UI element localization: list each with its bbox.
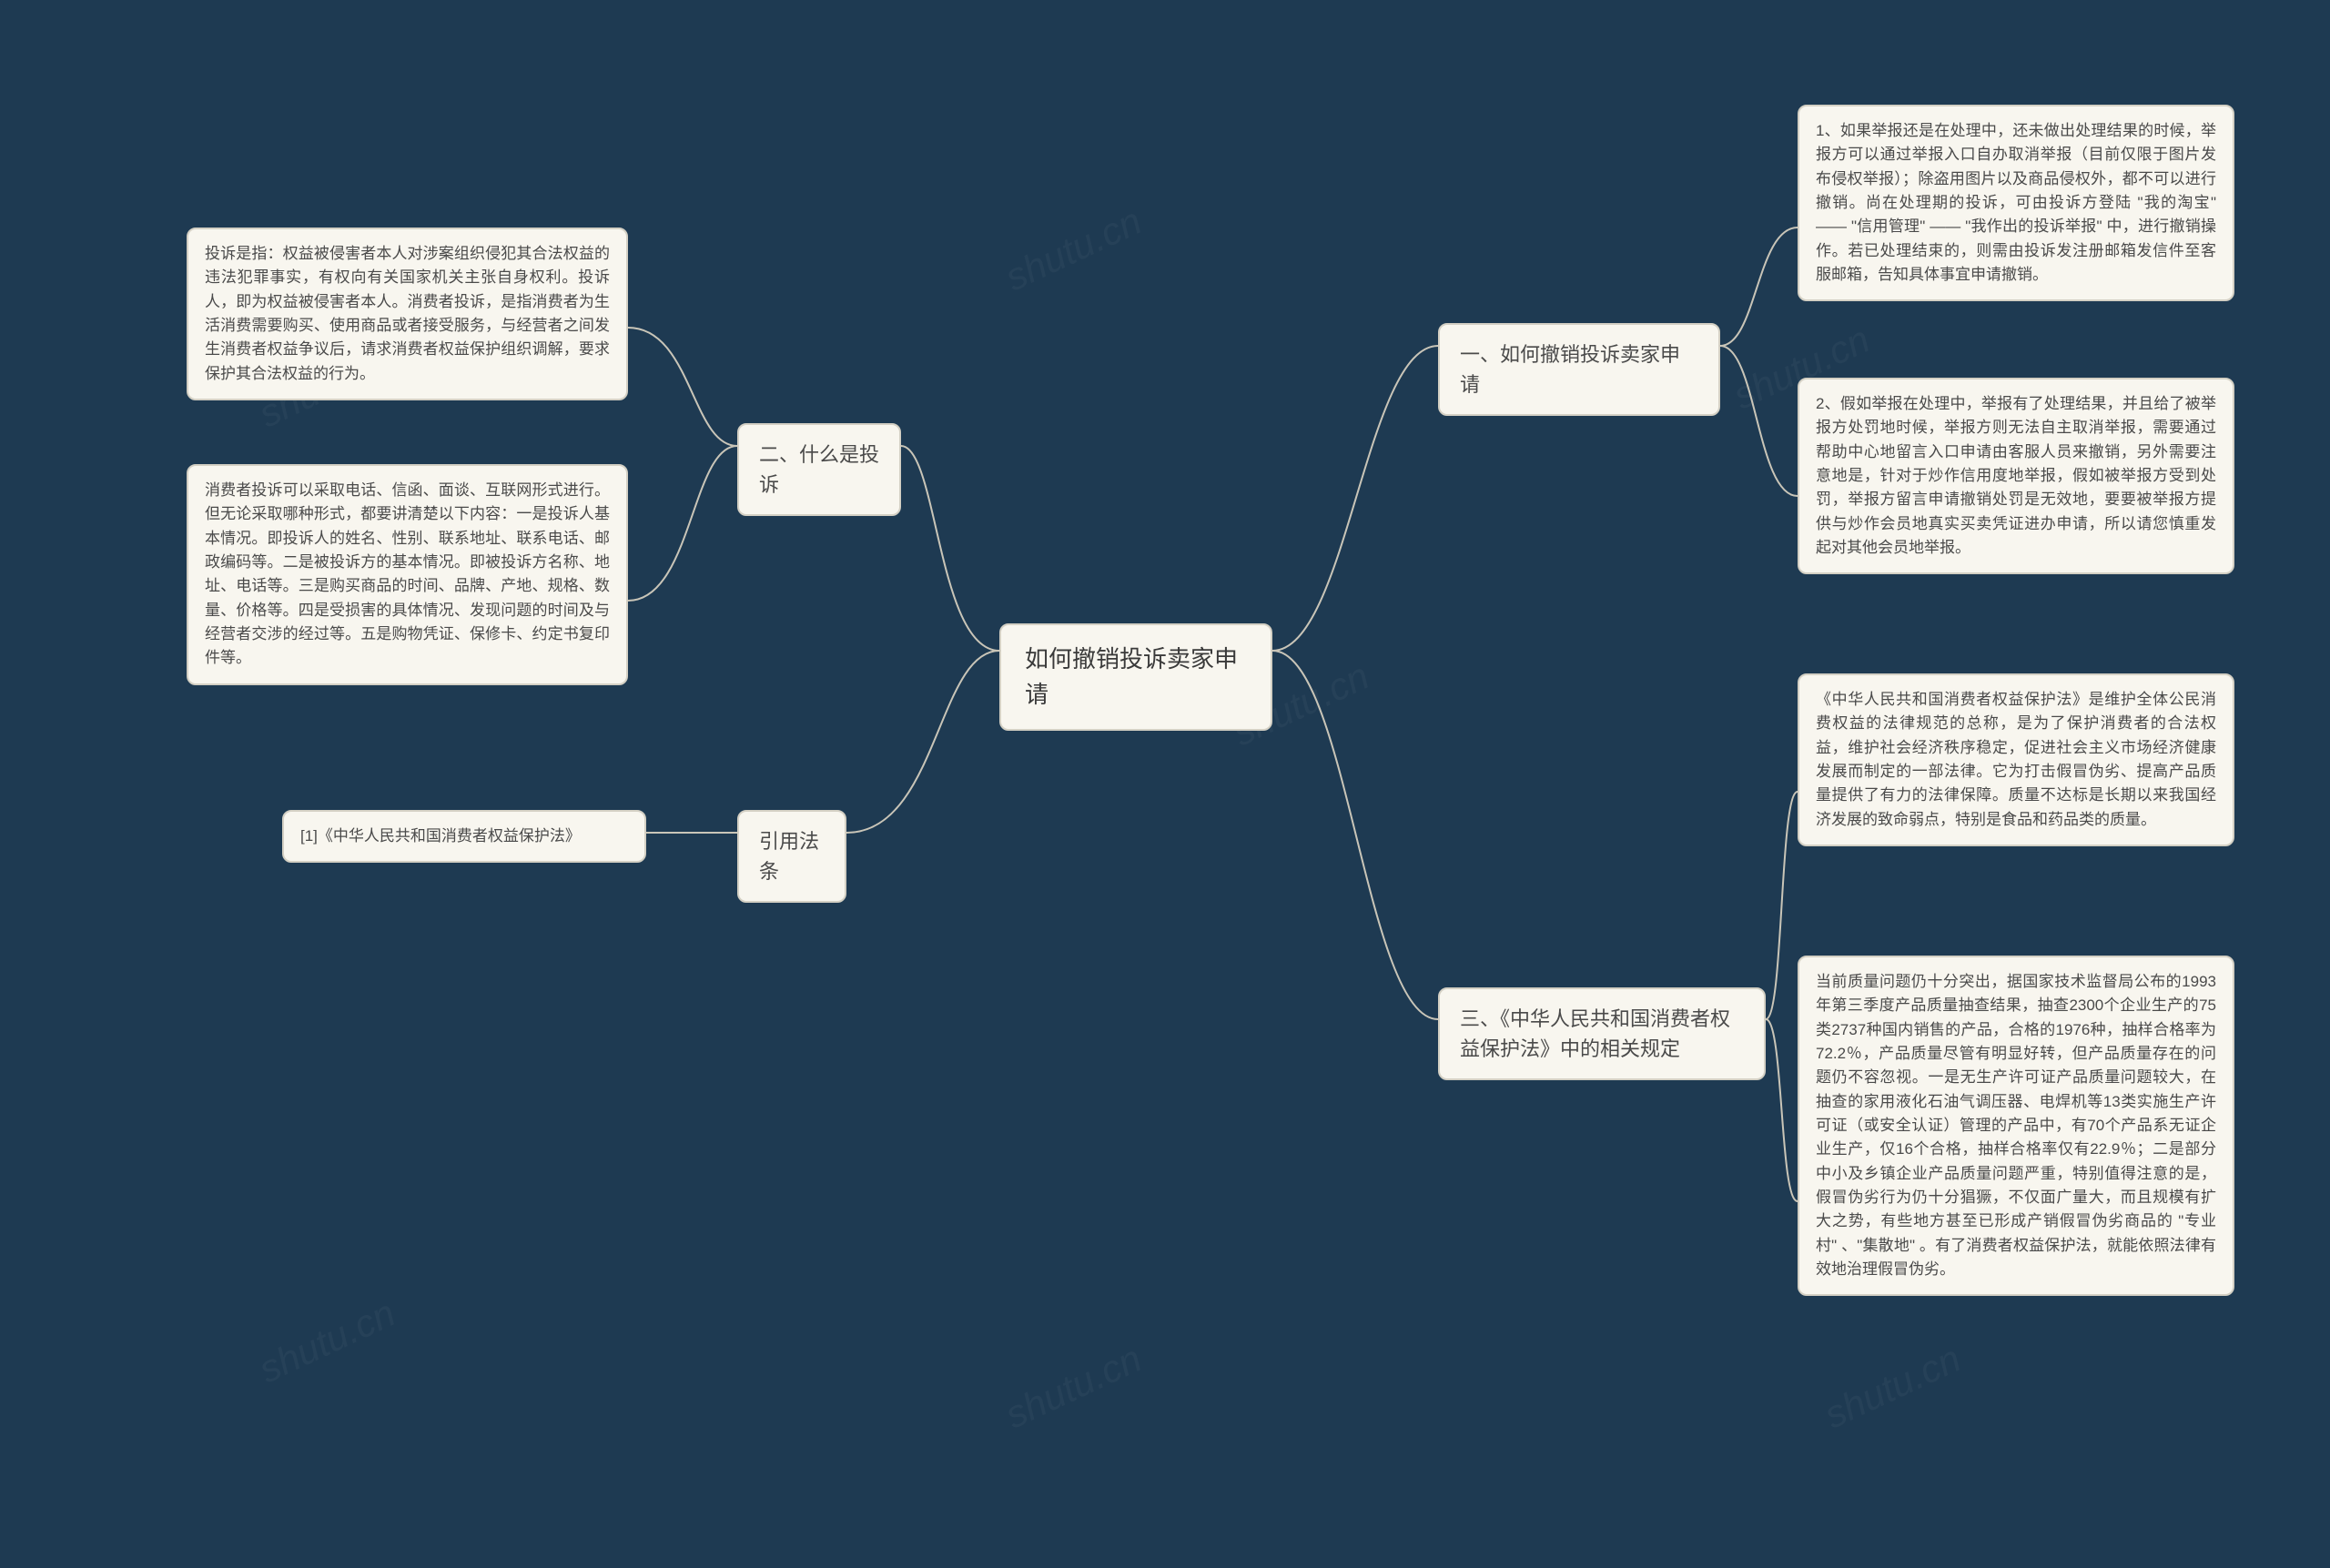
leaf-l1b: 消费者投诉可以采取电话、信函、面谈、互联网形式进行。但无论采取哪种形式，都要讲清… <box>187 464 628 685</box>
watermark: shutu.cn <box>998 199 1148 300</box>
branch-l1: 二、什么是投诉 <box>737 423 901 516</box>
watermark: shutu.cn <box>1818 1337 1967 1438</box>
branch-r1: 一、如何撤销投诉卖家申请 <box>1438 323 1720 416</box>
center-node: 如何撤销投诉卖家申请 <box>999 623 1272 731</box>
leaf-r1a: 1、如果举报还是在处理中，还未做出处理结果的时候，举报方可以通过举报入口自办取消… <box>1798 105 2234 301</box>
leaf-r1b: 2、假如举报在处理中，举报有了处理结果，并且给了被举报方处罚地时候，举报方则无法… <box>1798 378 2234 574</box>
leaf-l1a: 投诉是指：权益被侵害者本人对涉案组织侵犯其合法权益的违法犯罪事实，有权向有关国家… <box>187 228 628 400</box>
leaf-r2b: 当前质量问题仍十分突出，据国家技术监督局公布的1993年第三季度产品质量抽查结果… <box>1798 956 2234 1296</box>
branch-r2: 三、《中华人民共和国消费者权益保护法》中的相关规定 <box>1438 987 1766 1080</box>
leaf-r2a: 《中华人民共和国消费者权益保护法》是维护全体公民消费权益的法律规范的总称，是为了… <box>1798 673 2234 846</box>
leaf-l2a: [1]《中华人民共和国消费者权益保护法》 <box>282 810 646 863</box>
watermark: shutu.cn <box>252 1291 401 1392</box>
branch-l2: 引用法条 <box>737 810 846 903</box>
watermark: shutu.cn <box>998 1337 1148 1438</box>
